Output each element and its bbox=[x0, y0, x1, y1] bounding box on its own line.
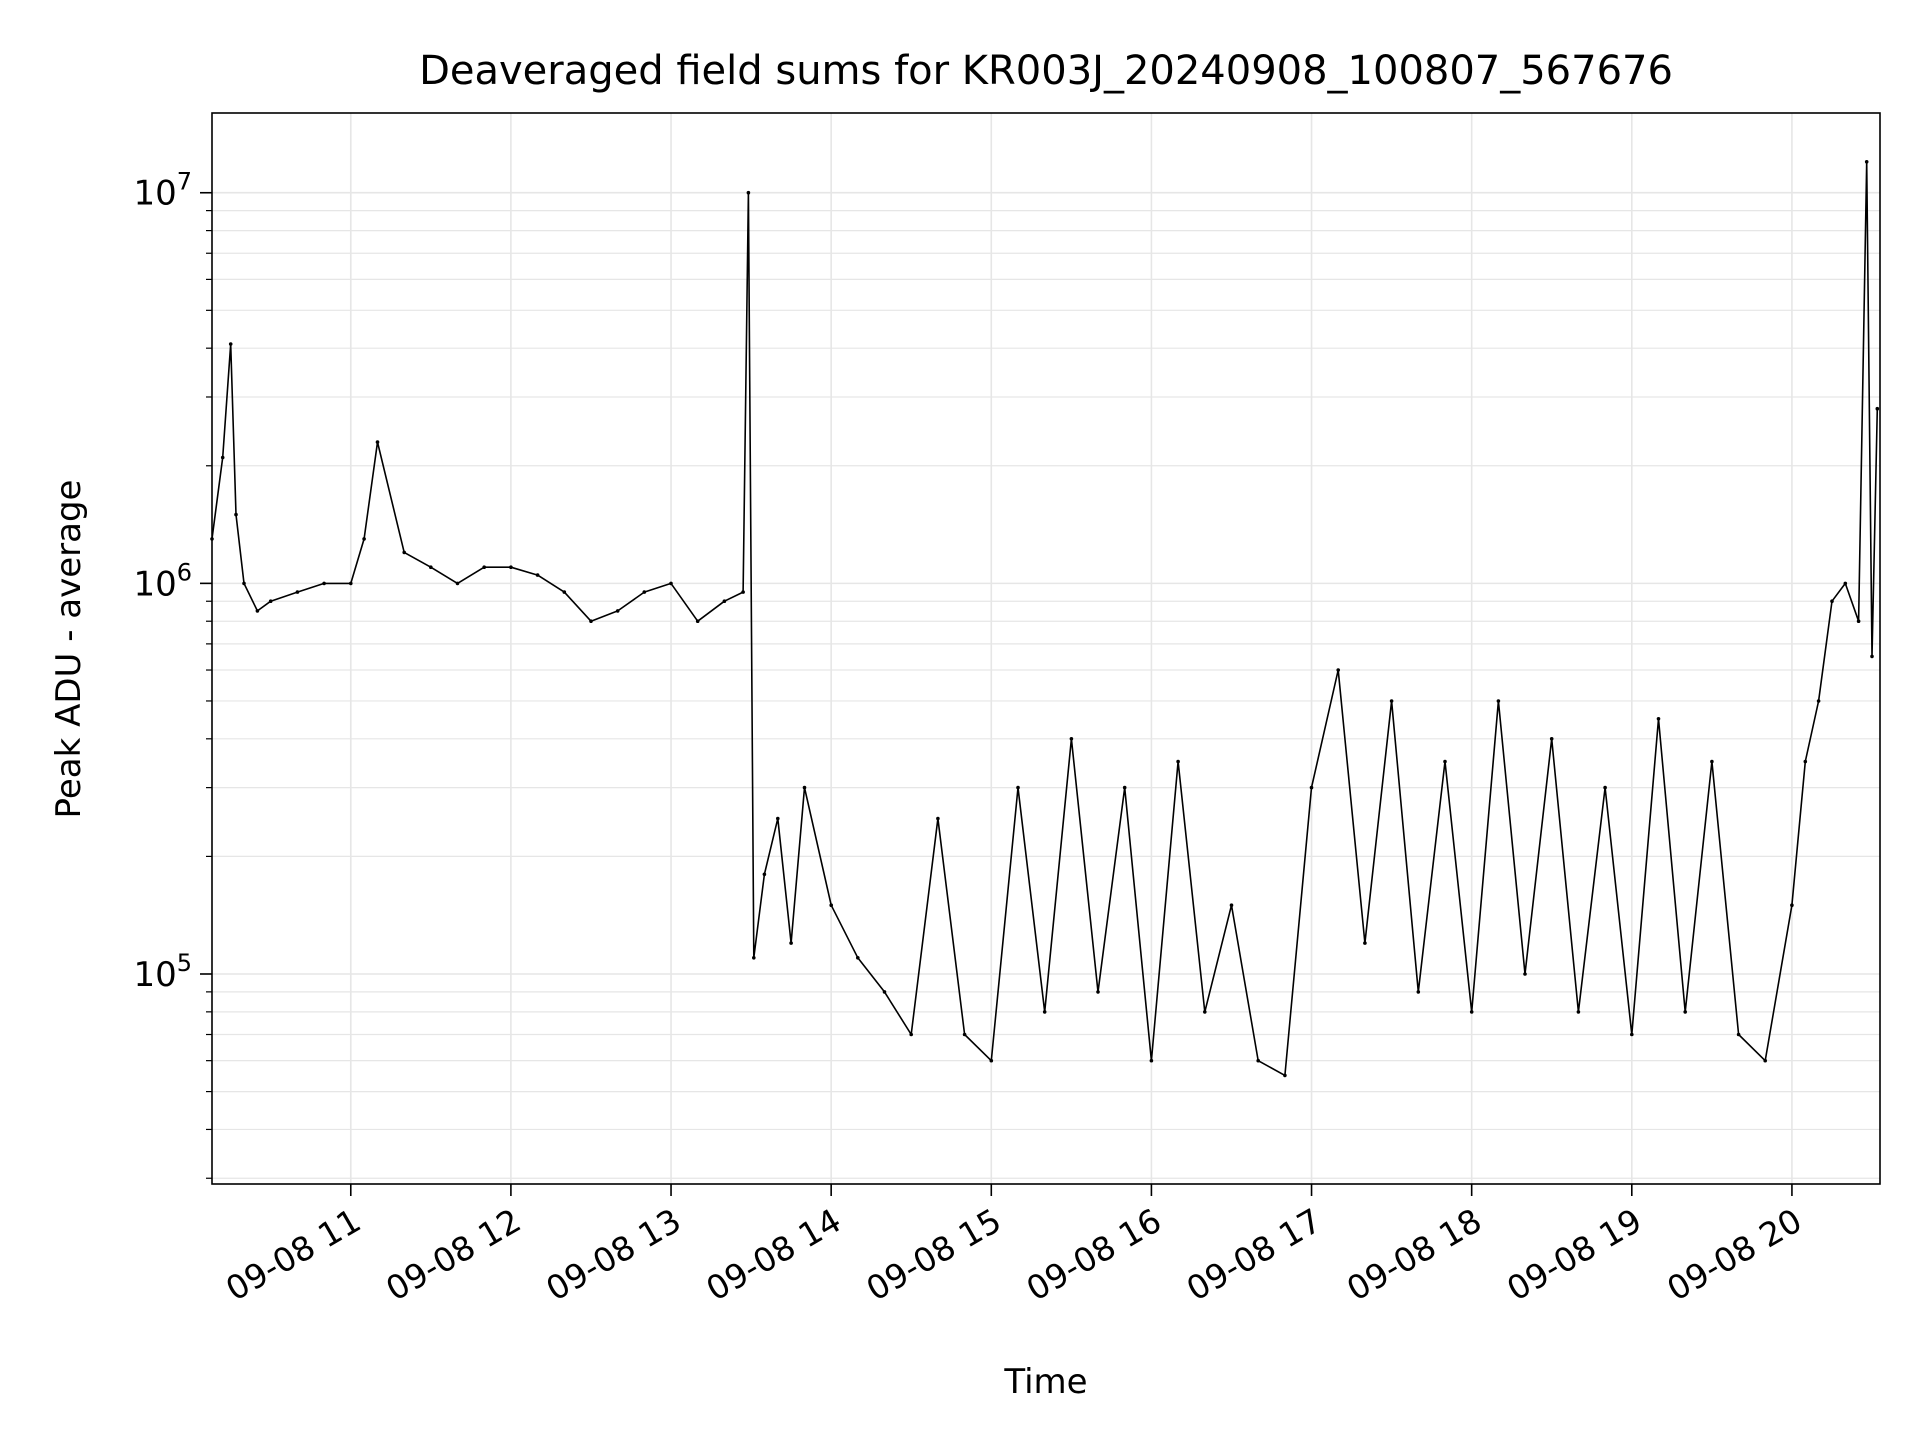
data-point bbox=[455, 581, 460, 586]
data-point bbox=[349, 581, 353, 586]
data-point bbox=[242, 581, 246, 586]
data-point bbox=[1469, 1010, 1474, 1014]
y-tick-label: 106 bbox=[133, 558, 192, 604]
data-point bbox=[1736, 1032, 1741, 1037]
data-point bbox=[1203, 1010, 1207, 1014]
data-point bbox=[615, 609, 620, 613]
data-point bbox=[1149, 1058, 1154, 1063]
data-point bbox=[1656, 717, 1661, 721]
data-point bbox=[1496, 699, 1501, 703]
data-point bbox=[220, 455, 225, 460]
data-point bbox=[1830, 599, 1834, 603]
data-point bbox=[1389, 699, 1394, 703]
data-point bbox=[429, 565, 433, 569]
data-point bbox=[989, 1058, 994, 1063]
data-point bbox=[1096, 990, 1100, 994]
data-point bbox=[1016, 785, 1020, 790]
data-point bbox=[722, 599, 727, 603]
grid-major-lines bbox=[212, 113, 1880, 1184]
x-axis-label: Time bbox=[1003, 1362, 1087, 1402]
data-point bbox=[234, 512, 238, 517]
data-point bbox=[268, 599, 273, 603]
data-point bbox=[1630, 1032, 1634, 1037]
data-point bbox=[789, 941, 793, 945]
data-point bbox=[1416, 990, 1421, 994]
data-point bbox=[1710, 759, 1714, 764]
data-point bbox=[741, 590, 745, 594]
data-point bbox=[1864, 160, 1869, 164]
data-point bbox=[535, 573, 540, 577]
data-point bbox=[1122, 785, 1127, 790]
data-point bbox=[362, 537, 366, 541]
series-layer bbox=[210, 160, 1880, 1078]
data-point bbox=[1576, 1010, 1581, 1014]
data-point bbox=[295, 590, 300, 594]
data-point bbox=[482, 565, 487, 569]
data-point bbox=[762, 872, 767, 877]
data-point bbox=[1816, 699, 1821, 703]
data-point bbox=[1790, 903, 1794, 907]
data-point bbox=[1283, 1073, 1287, 1078]
data-point bbox=[1843, 581, 1848, 586]
data-point bbox=[829, 903, 833, 907]
chart-title: Deaveraged field sums for KR003J_2024090… bbox=[419, 48, 1673, 94]
data-point bbox=[776, 816, 780, 821]
data-point bbox=[856, 956, 860, 960]
data-point bbox=[562, 590, 567, 594]
data-point bbox=[1875, 406, 1880, 411]
data-point bbox=[1176, 759, 1180, 764]
data-point bbox=[589, 619, 593, 623]
data-point bbox=[228, 342, 233, 346]
data-point bbox=[1856, 619, 1861, 623]
grid-minor-lines bbox=[212, 210, 1880, 1179]
data-point bbox=[909, 1032, 913, 1037]
data-point bbox=[375, 440, 380, 444]
data-point bbox=[642, 590, 647, 594]
data-point bbox=[1443, 759, 1447, 764]
data-point bbox=[1683, 1010, 1687, 1014]
data-point bbox=[936, 816, 940, 821]
data-point bbox=[752, 956, 756, 960]
data-point bbox=[322, 581, 326, 586]
data-point bbox=[1763, 1058, 1767, 1063]
plot-frame bbox=[211, 112, 1881, 1185]
data-point bbox=[695, 619, 700, 623]
data-point bbox=[1870, 654, 1874, 659]
data-point bbox=[962, 1032, 967, 1037]
data-point bbox=[1803, 759, 1808, 764]
data-point bbox=[669, 581, 673, 586]
y-axis-label: Peak ADU - average bbox=[49, 480, 89, 819]
data-point bbox=[255, 609, 260, 613]
data-point bbox=[1336, 668, 1340, 672]
data-point bbox=[1069, 737, 1074, 741]
data-point bbox=[802, 785, 807, 790]
data-point bbox=[746, 190, 751, 195]
y-axis-ticks: 105 106 107 bbox=[133, 168, 212, 1179]
data-point bbox=[1042, 1010, 1047, 1014]
data-point bbox=[509, 565, 513, 569]
data-point bbox=[1309, 785, 1314, 790]
data-point bbox=[402, 550, 407, 555]
data-point bbox=[1549, 737, 1554, 741]
data-point bbox=[1256, 1058, 1260, 1063]
y-tick-label: 107 bbox=[133, 168, 192, 214]
data-point bbox=[1603, 785, 1607, 790]
y-tick-label: 105 bbox=[133, 949, 192, 995]
data-point bbox=[882, 990, 887, 994]
data-point bbox=[1363, 941, 1367, 945]
data-point bbox=[1523, 972, 1527, 976]
data-point bbox=[1229, 903, 1234, 907]
